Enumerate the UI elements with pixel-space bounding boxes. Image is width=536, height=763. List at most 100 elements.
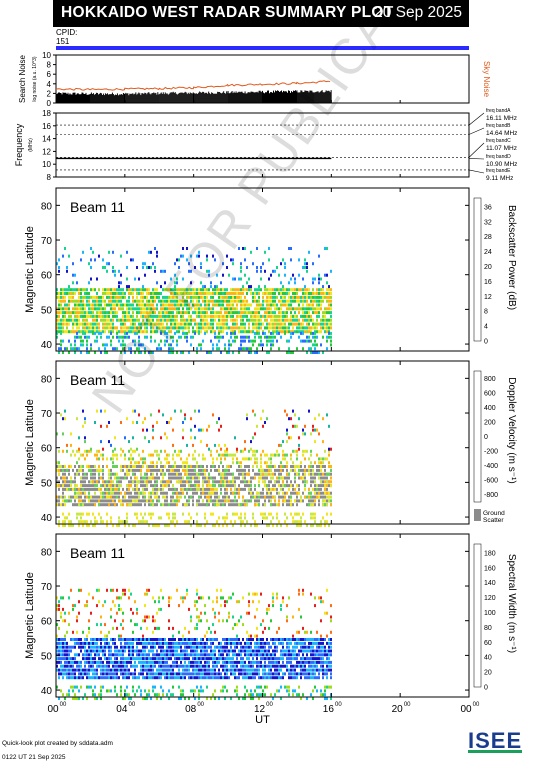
ground-scatter-cell (82, 484, 84, 488)
velocity-cell (58, 461, 60, 465)
velocity-cell (234, 484, 236, 488)
power-cell (82, 339, 84, 343)
velocity-cell (172, 512, 174, 516)
velocity-cell (124, 524, 126, 527)
velocity-cell (64, 524, 66, 527)
power-cell (244, 330, 246, 334)
width-cell (164, 664, 166, 668)
power-cell (106, 335, 108, 339)
power-cell (290, 322, 292, 326)
power-cell (140, 303, 142, 307)
velocity-cell (96, 409, 98, 413)
width-cell (152, 649, 154, 653)
ground-scatter-cell (96, 495, 98, 499)
velocity-cell (244, 503, 246, 507)
power-cell (230, 330, 232, 334)
power-cell (106, 343, 108, 347)
velocity-cell (270, 503, 272, 507)
power-cell (68, 303, 70, 307)
velocity-cell (78, 449, 80, 453)
power-cell (322, 322, 324, 326)
power-cell (300, 299, 302, 303)
power-cell (174, 295, 176, 299)
ground-scatter-cell (94, 480, 96, 484)
power-cell (114, 295, 116, 299)
power-cell (262, 343, 264, 347)
power-cell (316, 299, 318, 303)
power-cell (118, 303, 120, 307)
power-cell (92, 330, 94, 334)
ground-scatter-cell (74, 480, 76, 484)
power-cell (134, 351, 136, 354)
ground-scatter-cell (238, 465, 240, 468)
power-cell (306, 288, 308, 292)
ground-scatter-cell (62, 480, 64, 484)
ground-scatter-cell (270, 495, 272, 499)
velocity-cell (234, 453, 236, 457)
velocity-cell (144, 495, 146, 499)
width-cell (118, 668, 120, 672)
width-cell (172, 638, 174, 641)
power-cell (220, 330, 222, 334)
ground-scatter-cell (326, 476, 328, 480)
power-cell (218, 314, 220, 318)
power-cell (320, 330, 322, 334)
velocity-cell (204, 468, 206, 472)
power-cell (194, 330, 196, 334)
velocity-cell (142, 516, 144, 520)
power-cell (74, 299, 76, 303)
width-cell (164, 638, 166, 641)
ground-scatter-cell (66, 484, 68, 488)
velocity-cell (234, 491, 236, 495)
velocity-cell (98, 503, 100, 507)
power-cell (96, 307, 98, 311)
ground-scatter-cell (200, 503, 202, 507)
velocity-cell (316, 524, 318, 527)
lat-ytick-label: 70 (41, 409, 53, 420)
power-cell (164, 299, 166, 303)
ground-scatter-cell (232, 484, 234, 488)
velocity-cell (290, 417, 292, 421)
power-cell (324, 314, 326, 318)
velocity-cell (136, 461, 138, 465)
power-cell (260, 326, 262, 330)
power-cell (72, 295, 74, 299)
velocity-cell (150, 516, 152, 520)
velocity-cell (118, 524, 120, 527)
velocity-cell (70, 520, 72, 524)
ground-scatter-cell (102, 465, 104, 468)
ground-scatter-cell (98, 495, 100, 499)
power-cell (112, 318, 114, 322)
ground-scatter-cell (62, 465, 64, 468)
ground-scatter-cell (160, 491, 162, 495)
power-cell (140, 288, 142, 292)
power-cell (62, 322, 64, 326)
power-cell (140, 299, 142, 303)
velocity-cell (182, 461, 184, 465)
power-cell (98, 330, 100, 334)
velocity-cell (154, 524, 156, 527)
ground-scatter-cell (66, 476, 68, 480)
power-cell (60, 318, 62, 322)
velocity-cell (60, 465, 62, 468)
power-cell (170, 351, 172, 354)
power-cell (314, 322, 316, 326)
power-cell (134, 326, 136, 330)
power-cell (316, 343, 318, 347)
width-cell (150, 657, 152, 661)
velocity-cell (190, 465, 192, 468)
velocity-cell (224, 499, 226, 503)
ground-scatter-cell (182, 484, 184, 488)
velocity-cell (86, 453, 88, 457)
power-cell (188, 269, 190, 273)
width-cell (78, 668, 80, 672)
power-cell (156, 254, 158, 258)
power-cell (88, 262, 90, 266)
ground-scatter-cell (82, 491, 84, 495)
ground-scatter-cell (90, 499, 92, 503)
width-cell (146, 645, 148, 649)
ground-scatter-cell (86, 476, 88, 480)
velocity-cell (164, 432, 166, 436)
velocity-cell (144, 512, 146, 516)
ground-scatter-cell (166, 503, 168, 507)
